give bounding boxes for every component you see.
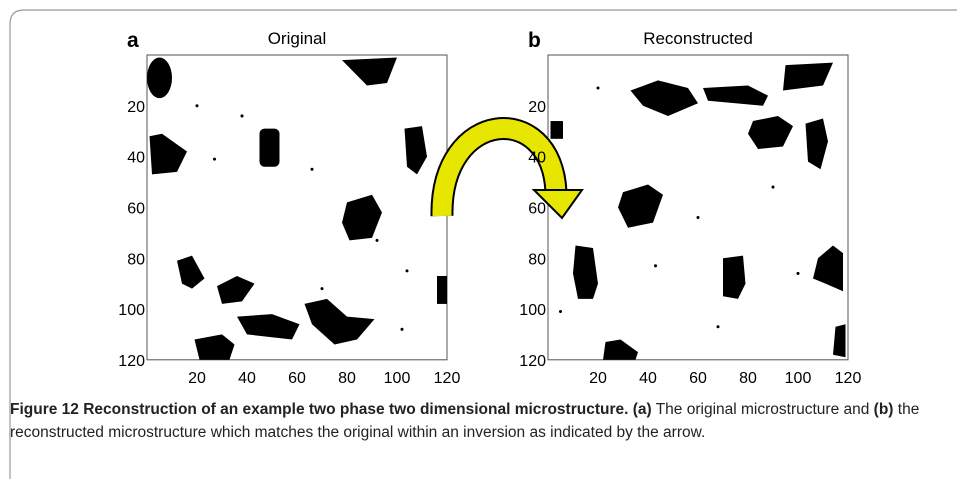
y-tick-label: 40 [127,150,145,167]
figure-caption: Figure 12 Reconstruction of an example t… [10,398,955,444]
x-tick-label: 20 [589,370,607,387]
caption-part: The original microstructure and [655,401,870,418]
y-tick-label: 40 [528,150,546,167]
microstructure-reconstructed [547,54,849,361]
y-tick-label: 20 [528,99,546,116]
y-tick-label: 80 [528,251,546,268]
x-tick-label: 80 [338,370,356,387]
y-tick-label: 80 [127,251,145,268]
x-tick-label: 120 [835,370,862,387]
caption-part: the reconstructed microstructure which m… [10,401,920,441]
x-tick-label: 40 [639,370,657,387]
x-tick-label: 100 [785,370,812,387]
microstructure-original [146,54,448,361]
x-tick-label: 100 [384,370,411,387]
x-tick-label: 40 [238,370,256,387]
x-tick-label: 120 [434,370,461,387]
panel-label: a [127,29,139,52]
panel-label: b [528,29,541,52]
x-tick-label: 60 [689,370,707,387]
frame [9,9,957,479]
panel-title: Original [268,29,327,48]
y-tick-label: 120 [118,353,145,370]
x-tick-label: 20 [188,370,206,387]
inversion-arrow [430,117,584,220]
caption-part: (b) [873,401,894,418]
caption-title: Figure 12 Reconstruction of an example t… [10,401,629,418]
panel-title: Reconstructed [643,29,753,48]
y-tick-label: 100 [118,302,145,319]
y-tick-label: 100 [519,302,546,319]
y-tick-label: 120 [519,353,546,370]
y-tick-label: 60 [127,201,145,218]
x-tick-label: 60 [288,370,306,387]
y-tick-label: 20 [127,99,145,116]
y-tick-label: 60 [528,201,546,218]
caption-part: (a) [632,401,652,418]
x-tick-label: 80 [739,370,757,387]
